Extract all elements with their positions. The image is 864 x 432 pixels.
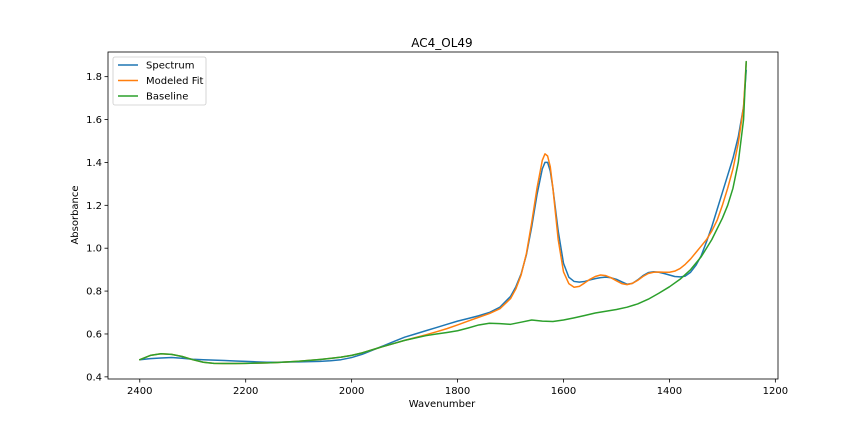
series-layer [139,60,747,365]
y-tick-label: 1.8 [86,72,102,83]
y-tick-label: 1.0 [86,244,102,255]
legend: Spectrum Modeled Fit Baseline [112,56,207,106]
x-tick-label: 1400 [657,386,682,397]
y-tick-label: 1.6 [86,115,102,126]
legend-label: Spectrum [146,61,194,72]
chart-title: AC4_OL49 [411,36,472,50]
y-axis-ticks: 0.4 0.6 0.8 1.0 1.2 1.4 1.6 1.8 [86,72,108,383]
legend-label: Baseline [146,92,188,103]
series-line-baseline [139,60,747,365]
legend-frame [112,56,207,106]
x-tick-label: 1600 [551,386,576,397]
y-tick-label: 0.8 [86,287,102,298]
y-axis-label: Absorbance [70,185,81,244]
y-tick-label: 0.6 [86,329,102,340]
x-tick-label: 2400 [127,386,152,397]
x-tick-label: 2200 [233,386,258,397]
x-axis-label: Wavenumber [409,399,476,410]
plot-area [107,51,779,380]
legend-label: Modeled Fit [146,76,204,87]
y-tick-label: 0.4 [86,372,102,383]
x-tick-label: 1200 [763,386,788,397]
x-tick-label: 2000 [339,386,364,397]
x-axis-ticks: 2400 2200 2000 1800 1600 1400 1200 [127,379,788,397]
plot-frame [107,51,779,380]
y-tick-label: 1.2 [86,201,102,212]
x-tick-label: 1800 [445,386,470,397]
y-tick-label: 1.4 [86,158,102,169]
